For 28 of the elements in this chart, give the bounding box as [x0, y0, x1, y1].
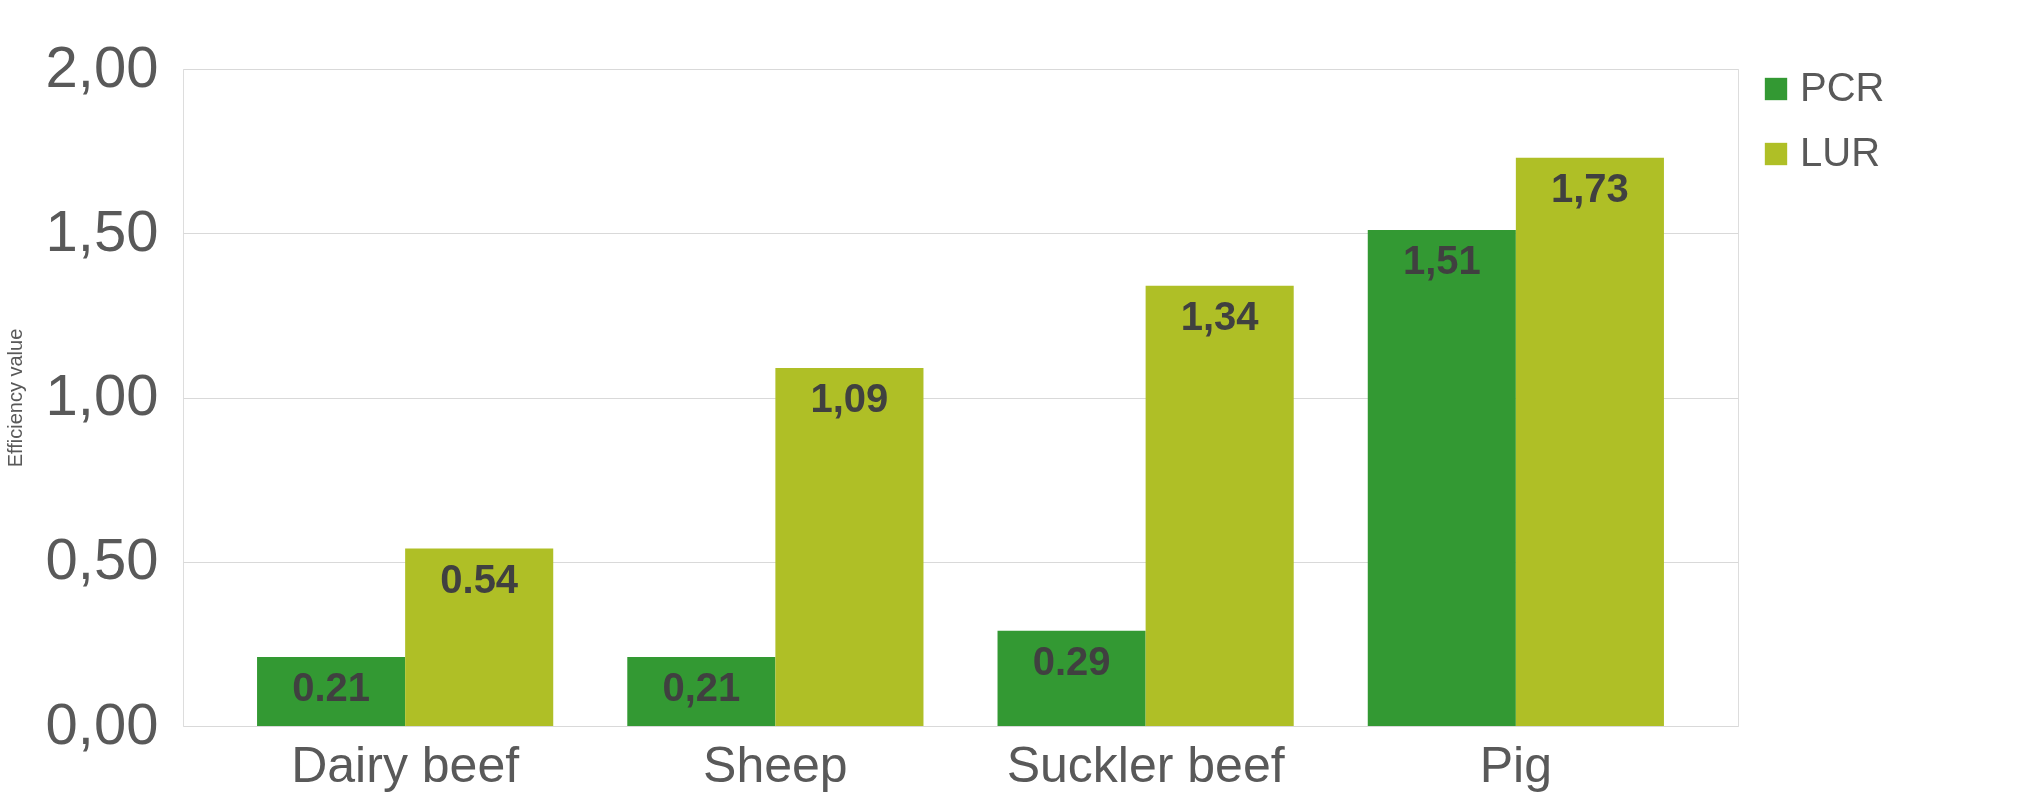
bar [1367, 229, 1516, 726]
x-tick-label: Dairy beef [291, 736, 520, 793]
legend-label: PCR [1800, 65, 1885, 109]
legend-label: LUR [1800, 130, 1881, 174]
data-label: 0.54 [440, 556, 519, 601]
x-tick-label: Suckler beef [1006, 736, 1285, 793]
y-tick-label: 0,50 [45, 526, 159, 592]
bar [257, 657, 406, 726]
data-label: 0,21 [662, 665, 741, 710]
bar [627, 657, 776, 726]
x-tick-label: Pig [1479, 736, 1552, 793]
y-tick-label: 0,00 [45, 690, 159, 756]
data-label: 1,51 [1402, 237, 1481, 282]
y-axis-title: Efficiency value [3, 328, 26, 468]
y-tick-label: 1,00 [45, 362, 159, 427]
data-label: 1,73 [1550, 165, 1629, 210]
y-tick-label: 1,50 [45, 197, 159, 263]
x-tick-label: Sheep [703, 736, 848, 793]
y-tick-label: 2,00 [45, 33, 159, 99]
data-label: 0.21 [292, 665, 371, 710]
bar [405, 548, 554, 726]
data-label: 1,34 [1180, 293, 1260, 338]
bar [1145, 285, 1294, 726]
data-label: 0.29 [1032, 638, 1111, 683]
bar [997, 630, 1146, 726]
bar [775, 367, 924, 726]
data-label: 1,09 [810, 375, 889, 420]
bar [1515, 157, 1664, 726]
